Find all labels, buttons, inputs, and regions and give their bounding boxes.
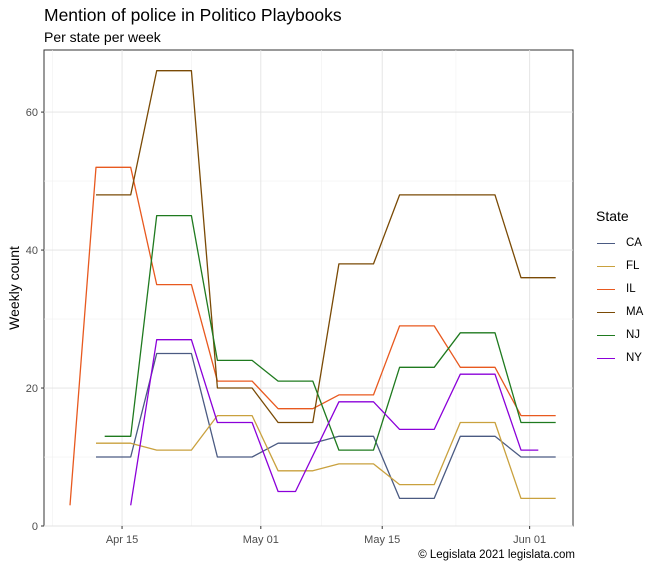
series-lines	[69, 70, 556, 506]
legend-swatch	[597, 312, 615, 313]
chart-title: Mention of police in Politico Playbooks	[44, 5, 342, 25]
legend-item-ma: MA	[597, 304, 657, 320]
legend-label: FL	[626, 260, 640, 272]
legend-swatch	[597, 358, 615, 359]
series-line-ny	[130, 339, 539, 506]
legend-item-fl: FL	[597, 258, 657, 274]
x-tick-label: Apr 15	[106, 534, 138, 546]
y-axis-title: Weekly count	[6, 246, 22, 330]
chart-caption: © Legislata 2021 legislata.com	[418, 549, 575, 561]
y-axis: 0 20 40 60	[26, 107, 44, 533]
x-axis: Apr 15 May 01 May 15 Jun 01	[106, 526, 546, 546]
legend-label: MA	[626, 306, 644, 318]
legend-label: NJ	[626, 329, 641, 341]
x-tick-label: May 15	[364, 534, 400, 546]
gridlines	[44, 50, 573, 527]
legend-label: IL	[626, 283, 636, 295]
legend-swatch	[597, 266, 615, 267]
series-line-fl	[96, 414, 556, 500]
x-tick-label: Jun 01	[513, 534, 546, 546]
y-tick-label: 40	[26, 245, 38, 257]
series-line-nj	[104, 214, 556, 451]
y-tick-label: 0	[32, 521, 38, 533]
legend-label: NY	[626, 352, 642, 364]
legend-swatch	[597, 243, 615, 244]
series-line-il	[69, 166, 556, 506]
y-tick-label: 20	[26, 383, 38, 395]
legend-item-ca: CA	[597, 235, 657, 251]
y-tick-label: 60	[26, 107, 38, 119]
legend-item-il: IL	[597, 281, 657, 297]
series-line-ma	[96, 70, 556, 424]
x-tick-label: May 01	[243, 534, 279, 546]
series-line-ca	[96, 352, 556, 500]
legend-title: State	[596, 208, 629, 224]
legend-swatch	[597, 289, 615, 290]
legend-label: CA	[626, 237, 642, 249]
plot-panel	[43, 49, 574, 527]
legend-item-ny: NY	[597, 350, 657, 366]
legend-item-nj: NJ	[597, 327, 657, 343]
legend-swatch	[597, 335, 615, 336]
chart-subtitle: Per state per week	[44, 29, 161, 45]
